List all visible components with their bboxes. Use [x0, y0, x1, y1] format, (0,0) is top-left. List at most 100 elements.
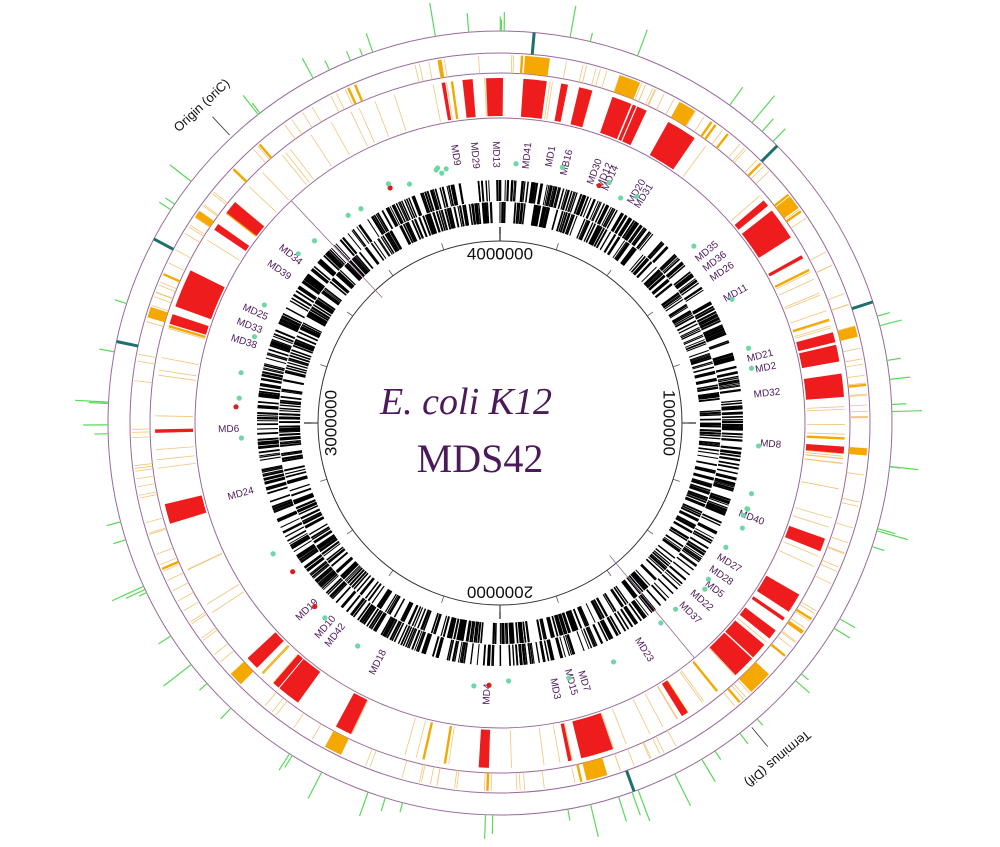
- gene-feature: [612, 240, 626, 259]
- gene-feature: [714, 480, 735, 487]
- gene-feature: [659, 254, 676, 270]
- gene-feature: [309, 308, 329, 322]
- gene-feature: [530, 204, 536, 226]
- gene-feature: [720, 449, 742, 454]
- mobile-element-line: [414, 64, 420, 83]
- gene-feature: [260, 378, 282, 384]
- gene-feature: [259, 387, 281, 393]
- gene-feature: [289, 354, 310, 363]
- gene-feature: [684, 287, 703, 301]
- gene-feature: [474, 203, 479, 225]
- mobile-element-line: [809, 251, 827, 261]
- mobile-element-block: [738, 661, 769, 692]
- mobile-element-line: [201, 627, 217, 639]
- gene-feature: [662, 294, 681, 308]
- mobile-element-line: [815, 264, 833, 274]
- gene-feature: [698, 314, 718, 325]
- gene-feature: [311, 563, 330, 578]
- green-tick: [631, 791, 641, 816]
- gene-feature: [520, 203, 524, 225]
- gene-feature: [530, 642, 535, 664]
- gene-feature: [681, 282, 700, 296]
- gene-feature: [648, 242, 665, 260]
- green-tick: [365, 32, 374, 53]
- gene-feature: [329, 281, 347, 296]
- gene-feature: [707, 501, 728, 511]
- gene-feature: [564, 213, 573, 235]
- gene-feature: [264, 363, 285, 370]
- gene-feature: [316, 298, 335, 312]
- gene-feature: [402, 223, 414, 244]
- gene-feature: [329, 249, 346, 266]
- gene-feature: [326, 546, 344, 561]
- gene-feature: [358, 224, 372, 243]
- gene-feature: [285, 471, 307, 478]
- gene-feature: [519, 621, 524, 643]
- mobile-element-block: [582, 757, 608, 781]
- gene-feature: [630, 573, 646, 591]
- mobile-element-line: [595, 68, 601, 87]
- deletion-band: [175, 290, 217, 320]
- deletion-band: [756, 575, 800, 612]
- mobile-element-line: [448, 726, 455, 765]
- gene-feature: [706, 332, 726, 342]
- gene-feature: [386, 619, 398, 639]
- mobile-element-line: [330, 121, 351, 156]
- mobile-element-line: [837, 325, 856, 332]
- gene-feature: [281, 450, 303, 455]
- gene-feature: [263, 364, 285, 372]
- gene-feature: [639, 594, 655, 612]
- gene-feature: [588, 224, 600, 245]
- gene-feature: [575, 194, 585, 215]
- green-tick: [158, 635, 172, 645]
- gene-feature: [306, 557, 325, 572]
- gene-feature: [335, 274, 353, 290]
- mobile-element-line: [785, 210, 802, 223]
- gene-feature: [482, 202, 486, 224]
- cyan-marker: [755, 443, 762, 449]
- gene-feature: [336, 557, 354, 574]
- gene-feature: [643, 269, 660, 285]
- mobile-element-line: [393, 94, 407, 131]
- mobile-element-line: [652, 737, 661, 755]
- green-tick: [466, 13, 470, 33]
- gene-feature: [719, 452, 741, 458]
- gene-feature: [522, 181, 526, 203]
- gene-feature: [663, 295, 682, 309]
- gene-feature: [439, 187, 446, 209]
- mobile-element-line: [844, 358, 863, 363]
- gene-feature: [473, 621, 478, 643]
- mobile-element-line: [478, 55, 480, 74]
- gene-feature: [598, 205, 610, 225]
- gene-feature: [424, 634, 433, 655]
- gene-feature: [364, 581, 379, 599]
- gene-feature: [717, 371, 738, 378]
- green-tick: [800, 673, 809, 681]
- gene-feature: [691, 479, 713, 487]
- gene-feature: [301, 324, 322, 335]
- mobile-element-line: [509, 729, 512, 768]
- gene-feature: [371, 585, 385, 604]
- gene-feature: [566, 634, 575, 655]
- gene-feature: [420, 609, 430, 630]
- gene-feature: [257, 413, 279, 415]
- gene-feature: [287, 530, 307, 542]
- gene-feature: [574, 193, 583, 215]
- teal-tick-layer: [116, 32, 874, 792]
- gene-feature: [525, 621, 530, 643]
- mobile-element-line: [644, 693, 664, 728]
- gene-feature: [699, 431, 721, 435]
- mobile-element-line: [799, 603, 815, 614]
- gene-feature: [475, 203, 480, 225]
- mobile-element-line: [805, 454, 844, 460]
- scale-minor-tick: [441, 595, 445, 603]
- gene-feature: [458, 205, 464, 227]
- gene-feature: [721, 438, 743, 442]
- gene-feature: [576, 607, 587, 627]
- mobile-element-line: [213, 643, 229, 656]
- gene-feature: [631, 600, 647, 619]
- gene-feature: [576, 218, 586, 239]
- mobile-element-line: [151, 304, 169, 312]
- gene-feature: [440, 209, 447, 231]
- gene-feature: [453, 206, 460, 228]
